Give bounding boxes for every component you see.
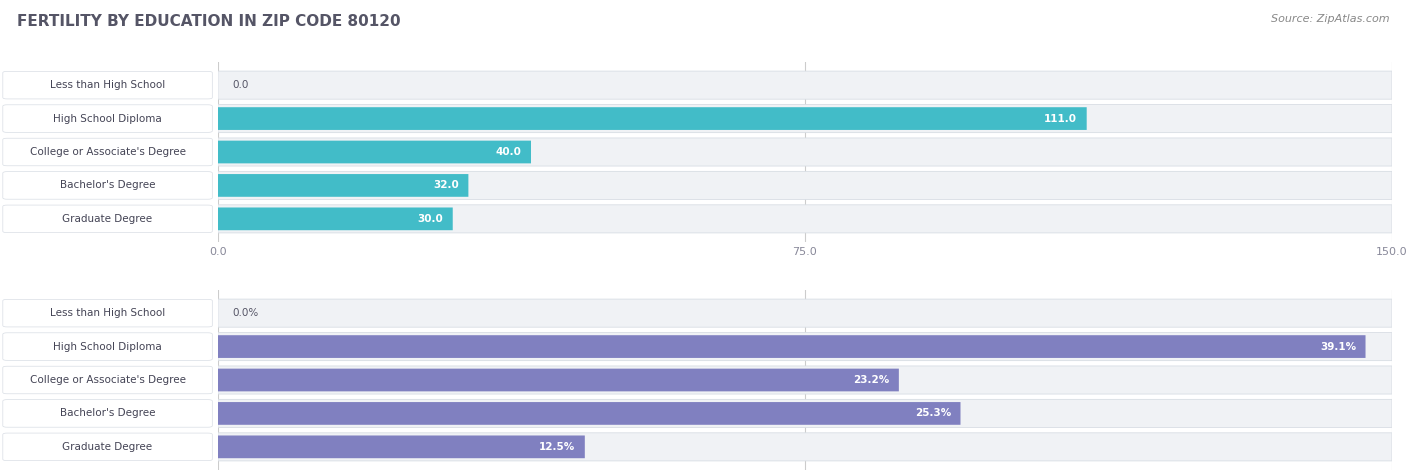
FancyBboxPatch shape bbox=[218, 104, 1392, 133]
Text: 39.1%: 39.1% bbox=[1320, 342, 1357, 352]
Text: 12.5%: 12.5% bbox=[538, 442, 575, 452]
Text: Graduate Degree: Graduate Degree bbox=[62, 442, 153, 452]
FancyBboxPatch shape bbox=[218, 171, 1392, 200]
Text: 25.3%: 25.3% bbox=[915, 408, 950, 418]
FancyBboxPatch shape bbox=[218, 402, 960, 425]
FancyBboxPatch shape bbox=[218, 332, 1392, 361]
FancyBboxPatch shape bbox=[218, 399, 1392, 428]
Text: 32.0: 32.0 bbox=[433, 180, 458, 190]
Text: 0.0%: 0.0% bbox=[232, 308, 259, 318]
FancyBboxPatch shape bbox=[218, 433, 1392, 461]
FancyBboxPatch shape bbox=[218, 299, 1392, 327]
Text: FERTILITY BY EDUCATION IN ZIP CODE 80120: FERTILITY BY EDUCATION IN ZIP CODE 80120 bbox=[17, 14, 401, 29]
Text: High School Diploma: High School Diploma bbox=[53, 342, 162, 352]
FancyBboxPatch shape bbox=[218, 436, 585, 458]
FancyBboxPatch shape bbox=[218, 141, 531, 163]
Text: 30.0: 30.0 bbox=[418, 214, 443, 224]
FancyBboxPatch shape bbox=[218, 366, 1392, 394]
FancyBboxPatch shape bbox=[218, 208, 453, 230]
Text: 111.0: 111.0 bbox=[1045, 114, 1077, 124]
FancyBboxPatch shape bbox=[218, 174, 468, 197]
Text: 0.0: 0.0 bbox=[232, 80, 249, 90]
FancyBboxPatch shape bbox=[218, 138, 1392, 166]
Text: High School Diploma: High School Diploma bbox=[53, 114, 162, 124]
Text: Less than High School: Less than High School bbox=[51, 308, 165, 318]
FancyBboxPatch shape bbox=[218, 107, 1087, 130]
Text: Bachelor's Degree: Bachelor's Degree bbox=[60, 408, 155, 418]
Text: College or Associate's Degree: College or Associate's Degree bbox=[30, 375, 186, 385]
Text: Less than High School: Less than High School bbox=[51, 80, 165, 90]
FancyBboxPatch shape bbox=[218, 71, 1392, 99]
Text: Graduate Degree: Graduate Degree bbox=[62, 214, 153, 224]
Text: Bachelor's Degree: Bachelor's Degree bbox=[60, 180, 155, 190]
Text: Source: ZipAtlas.com: Source: ZipAtlas.com bbox=[1271, 14, 1389, 24]
Text: College or Associate's Degree: College or Associate's Degree bbox=[30, 147, 186, 157]
Text: 40.0: 40.0 bbox=[496, 147, 522, 157]
Text: 23.2%: 23.2% bbox=[853, 375, 890, 385]
FancyBboxPatch shape bbox=[218, 335, 1365, 358]
FancyBboxPatch shape bbox=[218, 369, 898, 391]
FancyBboxPatch shape bbox=[218, 205, 1392, 233]
